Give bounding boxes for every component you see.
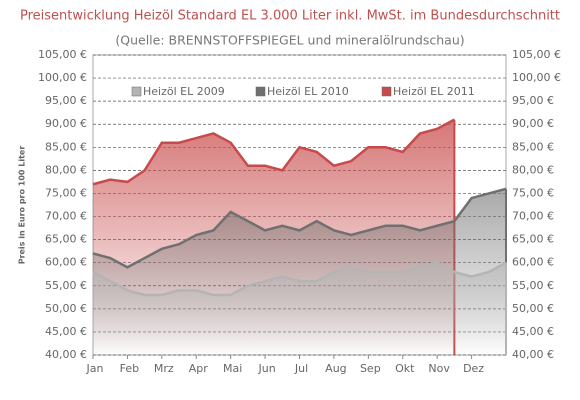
x-tick-label: Feb xyxy=(120,362,139,375)
y-tick-label: 100,00 € xyxy=(38,71,87,84)
y-tick-label-right: 45,00 € xyxy=(512,325,554,338)
chart-subtitle: (Quelle: BRENNSTOFFSPIEGEL und mineralöl… xyxy=(115,33,464,48)
y-tick-label: 85,00 € xyxy=(45,140,87,153)
y-tick-label-right: 85,00 € xyxy=(512,140,554,153)
x-tick-label: Jan xyxy=(86,362,104,375)
y-tick-label: 105,00 € xyxy=(38,48,87,61)
y-tick-label-right: 65,00 € xyxy=(512,233,554,246)
y-tick-label-right: 95,00 € xyxy=(512,94,554,107)
y-tick-label: 75,00 € xyxy=(45,186,87,199)
chart-title: Preisentwicklung Heizöl Standard EL 3.00… xyxy=(20,9,560,24)
legend-swatch xyxy=(255,86,266,97)
legend-label: Heizöl EL 2010 xyxy=(267,85,349,98)
x-tick-label: Jul xyxy=(294,362,308,375)
y-tick-label-right: 50,00 € xyxy=(512,302,554,315)
y-tick-label: 90,00 € xyxy=(45,117,87,130)
y-tick-label: 55,00 € xyxy=(45,279,87,292)
line xyxy=(92,261,507,297)
x-tick-label: Nov xyxy=(428,362,450,375)
x-tick-label: Mai xyxy=(223,362,242,375)
x-tick-label: Sep xyxy=(360,362,381,375)
x-tick-label: Aug xyxy=(325,362,346,375)
y-tick-label: 40,00 € xyxy=(45,348,87,361)
line xyxy=(92,118,455,186)
y-tick-label-right: 75,00 € xyxy=(512,186,554,199)
y-tick-label-right: 70,00 € xyxy=(512,210,554,223)
x-tick-label: Jun xyxy=(257,362,275,375)
y-tick-label-right: 100,00 € xyxy=(512,71,561,84)
y-tick-label: 70,00 € xyxy=(45,210,87,223)
y-tick-label-right: 80,00 € xyxy=(512,163,554,176)
x-tick-label: Dez xyxy=(463,362,484,375)
y-tick-label: 95,00 € xyxy=(45,94,87,107)
y-tick-label: 65,00 € xyxy=(45,233,87,246)
x-tick-label: Mrz xyxy=(154,362,174,375)
y-tick-label-right: 40,00 € xyxy=(512,348,554,361)
y-tick-label-right: 105,00 € xyxy=(512,48,561,61)
y-tick-label-right: 90,00 € xyxy=(512,117,554,130)
legend-label: Heizöl EL 2011 xyxy=(393,85,475,98)
line xyxy=(92,187,507,269)
y-axis-label: Preis in Euro pro 100 Liter xyxy=(18,146,27,265)
legend-swatch xyxy=(131,86,142,97)
y-tick-label: 45,00 € xyxy=(45,325,87,338)
y-tick-label-right: 60,00 € xyxy=(512,256,554,269)
area xyxy=(93,262,506,355)
legend-label: Heizöl EL 2009 xyxy=(143,85,225,98)
y-tick-label: 80,00 € xyxy=(45,163,87,176)
x-tick-label: Okt xyxy=(395,362,415,375)
y-tick-label: 50,00 € xyxy=(45,302,87,315)
y-tick-label: 60,00 € xyxy=(45,256,87,269)
y-tick-label-right: 55,00 € xyxy=(512,279,554,292)
x-tick-label: Apr xyxy=(189,362,209,375)
legend-swatch xyxy=(381,86,392,97)
